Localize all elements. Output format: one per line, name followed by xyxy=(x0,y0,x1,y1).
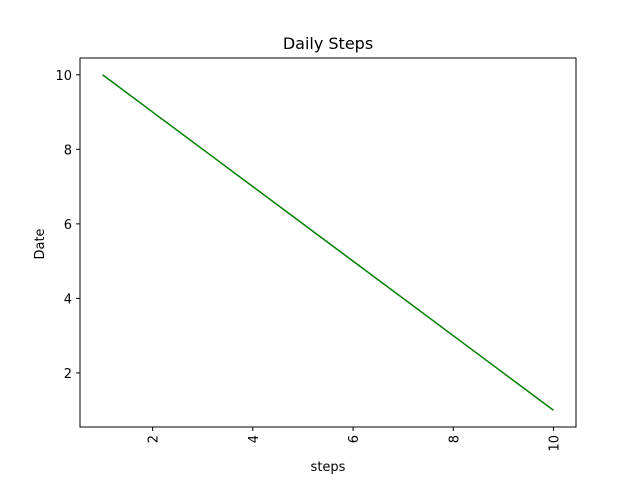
x-tick-label: 8 xyxy=(447,435,462,443)
x-axis-title: steps xyxy=(311,460,346,475)
x-tick-label: 2 xyxy=(147,435,162,443)
y-tick-label: 2 xyxy=(64,367,72,382)
y-axis-title: Date xyxy=(33,228,48,259)
y-tick-label: 4 xyxy=(64,292,72,307)
plot-frame xyxy=(79,57,577,428)
x-tick-label: 6 xyxy=(347,435,362,443)
series-line-1 xyxy=(102,74,554,411)
series-layer xyxy=(102,74,554,411)
y-tick-label: 10 xyxy=(55,69,72,84)
y-tick-label: 8 xyxy=(64,143,72,158)
chart-title: Daily Steps xyxy=(283,34,373,53)
y-tick-label: 6 xyxy=(64,218,72,233)
y-axis-ticks: 2 4 6 8 10 xyxy=(55,69,80,382)
x-axis-ticks: 2 4 6 8 10 xyxy=(147,427,562,452)
x-tick-label: 4 xyxy=(247,435,262,443)
x-tick-label: 10 xyxy=(547,435,562,452)
